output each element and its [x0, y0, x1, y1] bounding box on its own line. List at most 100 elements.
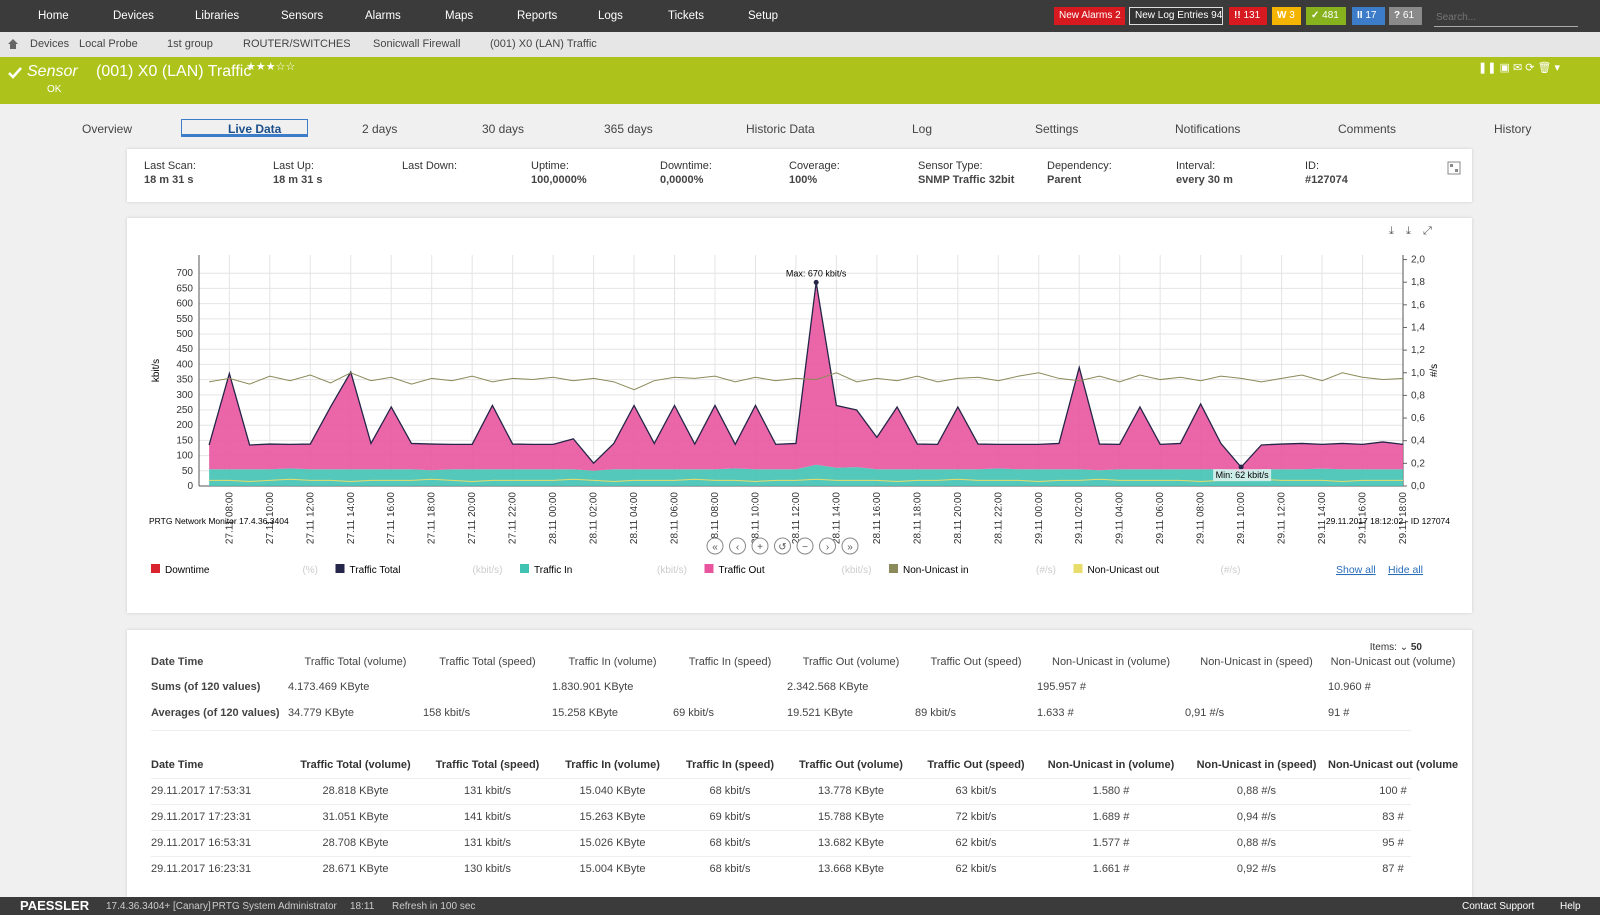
- legend-link[interactable]: Show all: [1336, 564, 1376, 576]
- home-icon[interactable]: [7, 38, 19, 50]
- column-header[interactable]: Traffic Out (speed): [927, 759, 1025, 771]
- chart-nav-button[interactable]: ›: [819, 537, 836, 555]
- column-header[interactable]: Non-Unicast in (speed): [1196, 759, 1317, 771]
- info-label: Last Scan:: [144, 160, 196, 172]
- badge-value: 2: [1115, 10, 1121, 21]
- column-header[interactable]: Non-Unicast in (volume): [1047, 759, 1175, 771]
- footer-help[interactable]: Help: [1560, 901, 1581, 912]
- search-box[interactable]: [1434, 8, 1578, 27]
- new-alarms[interactable]: New Alarms 2: [1054, 7, 1125, 25]
- table-cell: 62 kbit/s: [955, 863, 997, 875]
- nav-item[interactable]: Maps: [445, 10, 474, 22]
- tab[interactable]: Settings: [1035, 122, 1079, 136]
- legend-swatch[interactable]: [889, 564, 898, 573]
- legend-swatch[interactable]: [704, 564, 714, 573]
- tab[interactable]: Overview: [82, 122, 133, 136]
- column-header[interactable]: Traffic Total (volume): [300, 759, 411, 771]
- chart-nav-button[interactable]: »: [841, 537, 859, 555]
- rating-stars[interactable]: ★★★☆☆: [246, 61, 296, 73]
- sensor-prefix: Sensor: [27, 63, 78, 80]
- info-value: every 30 m: [1176, 174, 1233, 186]
- tab[interactable]: Comments: [1338, 122, 1397, 136]
- breadcrumb[interactable]: ROUTER/SWITCHES: [243, 38, 351, 50]
- column-header[interactable]: Date Time: [151, 759, 204, 771]
- column-header[interactable]: Traffic In (volume): [565, 759, 660, 771]
- y-tick-label: 250: [176, 405, 193, 416]
- button-icon: −: [802, 542, 808, 553]
- legend-swatch[interactable]: [520, 564, 529, 573]
- counter-value: 3: [1289, 10, 1295, 21]
- y-tick-label: 400: [176, 359, 193, 370]
- tab[interactable]: Historic Data: [746, 122, 815, 136]
- nav-item[interactable]: Reports: [517, 10, 558, 22]
- chart-nav-button[interactable]: +: [751, 537, 769, 555]
- legend-swatch[interactable]: [151, 564, 160, 573]
- x-tick-label: 28.11 00:00: [548, 492, 559, 545]
- nav-item[interactable]: Home: [38, 10, 69, 22]
- tab[interactable]: 30 days: [482, 122, 525, 136]
- column-header[interactable]: Traffic Total (speed): [435, 759, 540, 771]
- button-icon: ↺: [778, 542, 786, 553]
- tab[interactable]: 2 days: [362, 122, 398, 136]
- breadcrumb[interactable]: Local Probe: [79, 38, 138, 50]
- breadcrumb[interactable]: (001) X0 (LAN) Traffic: [490, 38, 597, 50]
- legend-swatch[interactable]: [1073, 564, 1083, 573]
- nav-item[interactable]: Logs: [598, 10, 623, 22]
- header-tools[interactable]: ❚❚ ▣ ✉ ⟳ 🗑 ▾: [1478, 62, 1561, 74]
- table-cell: 15.263 KByte: [579, 811, 646, 823]
- breadcrumbs: Devices Local Probe 1st group ROUTER/SWITCH…: [0, 32, 1600, 58]
- tab[interactable]: 365 days: [604, 122, 653, 136]
- table-cell: 15.004 KByte: [579, 863, 646, 875]
- footer-support[interactable]: Contact Support: [1462, 901, 1535, 912]
- nav-item[interactable]: Setup: [748, 10, 779, 22]
- new-log-entries[interactable]: New Log Entries 94: [1129, 7, 1223, 25]
- status-counter[interactable]: II 17: [1352, 7, 1385, 25]
- breadcrumb[interactable]: 1st group: [167, 38, 213, 50]
- chart-tool[interactable]: ⤓: [1406, 225, 1411, 237]
- area: [209, 282, 1403, 473]
- status-counter[interactable]: ? 61: [1389, 7, 1422, 25]
- qr-icon[interactable]: [1447, 161, 1461, 175]
- x-tick-label: 27.11 16:00: [386, 492, 397, 545]
- status-counter[interactable]: ✓ 481: [1306, 7, 1346, 25]
- chart-nav-button[interactable]: «: [706, 537, 724, 555]
- chart-nav-button[interactable]: ↺: [774, 537, 791, 555]
- breadcrumb[interactable]: Sonicwall Firewall: [373, 38, 461, 50]
- tab[interactable]: Log: [912, 122, 933, 136]
- summary-cell: 69 kbit/s: [673, 707, 714, 719]
- chart-nav-button[interactable]: −: [796, 537, 814, 555]
- nav-item[interactable]: Libraries: [195, 10, 240, 22]
- info-value: 18 m 31 s: [273, 174, 323, 186]
- footer-time: 18:11: [350, 901, 375, 912]
- legend-swatch[interactable]: [335, 564, 345, 573]
- breadcrumb[interactable]: Devices: [30, 38, 70, 50]
- tab[interactable]: History: [1494, 122, 1532, 136]
- summary-cell: 1.830.901 KByte: [552, 681, 634, 693]
- column-header[interactable]: Traffic In (speed): [685, 759, 775, 771]
- column-header[interactable]: Traffic Out (volume): [799, 759, 903, 771]
- items-selector[interactable]: Items: ⌄ 50: [1369, 642, 1422, 653]
- summary-cell: 1.633 #: [1037, 707, 1074, 719]
- nav-item[interactable]: Devices: [113, 10, 154, 22]
- status-counter[interactable]: !! 131: [1229, 7, 1267, 25]
- chart-tool[interactable]: ⤓: [1389, 225, 1394, 237]
- legend-unit: (%): [302, 565, 318, 576]
- divider: [151, 730, 1411, 731]
- legend-link[interactable]: Hide all: [1388, 564, 1423, 576]
- nav-item[interactable]: Tickets: [668, 10, 704, 22]
- tab[interactable]: Live Data: [228, 122, 282, 136]
- chart: 0 50 100 150 200 250 300 350 400 450 500 550 600 650 7…: [149, 225, 1450, 576]
- status-counter[interactable]: W 3: [1272, 7, 1301, 25]
- chart-nav-button[interactable]: ‹: [729, 537, 746, 555]
- table-cell: 29.11.2017 16:23:31: [151, 863, 252, 875]
- summary-cell: 195.957 #: [1037, 681, 1086, 693]
- x-tick-label: 28.11 02:00: [589, 492, 600, 545]
- chart-tool[interactable]: ⤢: [1423, 225, 1432, 237]
- column-header[interactable]: Non-Unicast out (volume): [1328, 759, 1458, 771]
- nav-item[interactable]: Sensors: [281, 10, 324, 22]
- table-cell: 0,94 #/s: [1236, 811, 1277, 823]
- table-cell: 13.682 KByte: [817, 837, 885, 849]
- counter-icon: !!: [1234, 10, 1241, 21]
- nav-item[interactable]: Alarms: [365, 10, 401, 22]
- tab[interactable]: Notifications: [1175, 122, 1241, 136]
